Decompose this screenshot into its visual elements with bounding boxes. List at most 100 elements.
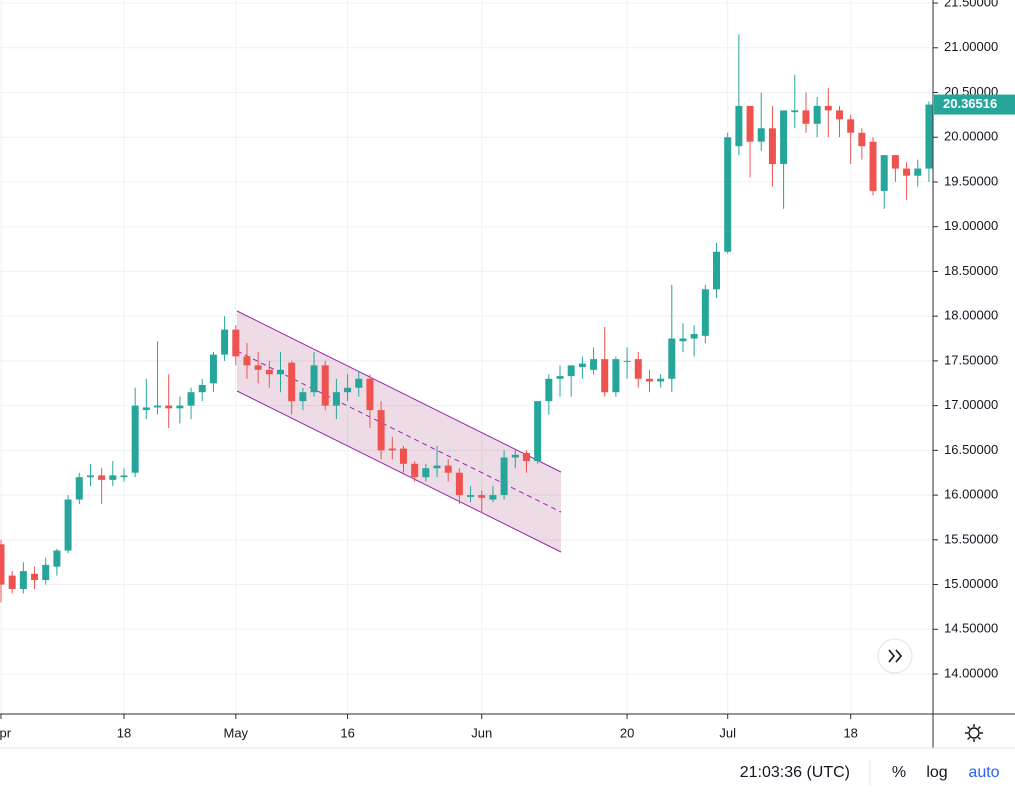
x-tick-label: Jun [471, 725, 492, 740]
candle-body [836, 110, 843, 120]
candle-body [221, 329, 229, 355]
y-tick-label: 15.00000 [944, 576, 998, 591]
x-tick-label: 18 [843, 725, 857, 740]
x-tick-label: Apr [0, 725, 12, 740]
candle-body [455, 472, 463, 496]
candle-body [891, 155, 899, 169]
candle-body [467, 495, 475, 497]
y-tick-label: 21.50000 [944, 0, 998, 9]
candle-body [824, 105, 832, 111]
candle-body [679, 338, 687, 342]
settings-button[interactable] [965, 724, 983, 742]
last-price-label: 20.36516 [943, 96, 997, 111]
x-tick-label: May [223, 725, 248, 740]
scroll-button[interactable] [877, 638, 913, 674]
candle-body [556, 376, 564, 379]
candle-body [735, 105, 743, 147]
candle-body [713, 251, 721, 290]
candle-body [388, 448, 396, 451]
candle-body [8, 575, 16, 590]
candle-body [534, 401, 542, 462]
candle-body [366, 378, 374, 411]
candle-body [64, 499, 72, 551]
candle-body [522, 453, 530, 462]
candle-body [847, 119, 855, 133]
y-tick-label: 14.50000 [944, 621, 998, 636]
candle-body [75, 477, 83, 500]
toolbar-percent[interactable]: % [892, 764, 906, 781]
candle-body [780, 110, 788, 165]
candle-body [399, 448, 407, 464]
candle-body [668, 338, 676, 379]
candle-body [344, 387, 352, 393]
candle-body [131, 405, 139, 473]
candle-body [0, 544, 5, 585]
candle-body [880, 155, 888, 191]
candle-body [31, 573, 39, 581]
candle-body [209, 354, 217, 384]
candle-body [724, 137, 732, 252]
candle-body [254, 365, 262, 370]
candle-body [86, 475, 94, 478]
candle-body [433, 465, 441, 469]
candle-body [332, 392, 340, 406]
candle-body [757, 128, 765, 142]
x-tick-label: 16 [340, 725, 354, 740]
candle-body [858, 132, 866, 147]
candle-body [165, 405, 173, 409]
candle-body [277, 369, 284, 375]
candle-body [802, 110, 810, 124]
candle-body [444, 465, 452, 473]
candle-body [478, 495, 486, 498]
toolbar-log[interactable]: log [926, 764, 947, 781]
candle-body [869, 141, 877, 191]
candle-body [109, 475, 117, 480]
candle-body [489, 495, 497, 500]
y-tick-label: 21.00000 [944, 39, 998, 54]
toolbar-auto[interactable]: auto [968, 764, 999, 781]
candle-body [623, 360, 631, 362]
candle-body [142, 407, 150, 411]
candle-body [288, 362, 296, 402]
candle-body [746, 105, 754, 142]
y-tick-label: 18.50000 [944, 263, 998, 278]
candle-body [657, 378, 665, 382]
candle-body [791, 110, 799, 113]
candle-body [690, 334, 698, 339]
gear-teeth [965, 724, 983, 742]
candle-body [813, 105, 821, 124]
candle-body [903, 168, 911, 176]
candle-body [411, 463, 419, 478]
candle-body [42, 564, 50, 581]
candle-body [187, 392, 195, 406]
toolbar-time: 21:03:36 (UTC) [740, 764, 850, 781]
y-tick-label: 16.50000 [944, 442, 998, 457]
candle-body [925, 104, 933, 169]
candle-body [768, 128, 776, 165]
channel-mid [236, 350, 562, 513]
candle-body [265, 369, 273, 375]
candle-body [612, 359, 620, 393]
candle-body [53, 550, 61, 567]
y-tick-label: 17.00000 [944, 397, 998, 412]
candle-body [98, 475, 106, 480]
candle-body [243, 356, 251, 366]
parallel-channel[interactable] [236, 310, 562, 553]
candle-body [500, 457, 508, 496]
gear-icon [968, 727, 980, 739]
candle-body [634, 359, 642, 379]
candle-body [511, 454, 519, 458]
candle-body [154, 405, 162, 408]
x-tick-label: 20 [620, 725, 634, 740]
candle-body [701, 289, 709, 336]
candle-body [120, 475, 128, 478]
x-tick-label: Jul [719, 725, 736, 740]
y-tick-label: 18.00000 [944, 308, 998, 323]
candles [0, 34, 933, 603]
y-tick-label: 20.00000 [944, 129, 998, 144]
candle-body [590, 359, 598, 370]
candle-body [567, 365, 575, 377]
candle-body [545, 378, 553, 402]
